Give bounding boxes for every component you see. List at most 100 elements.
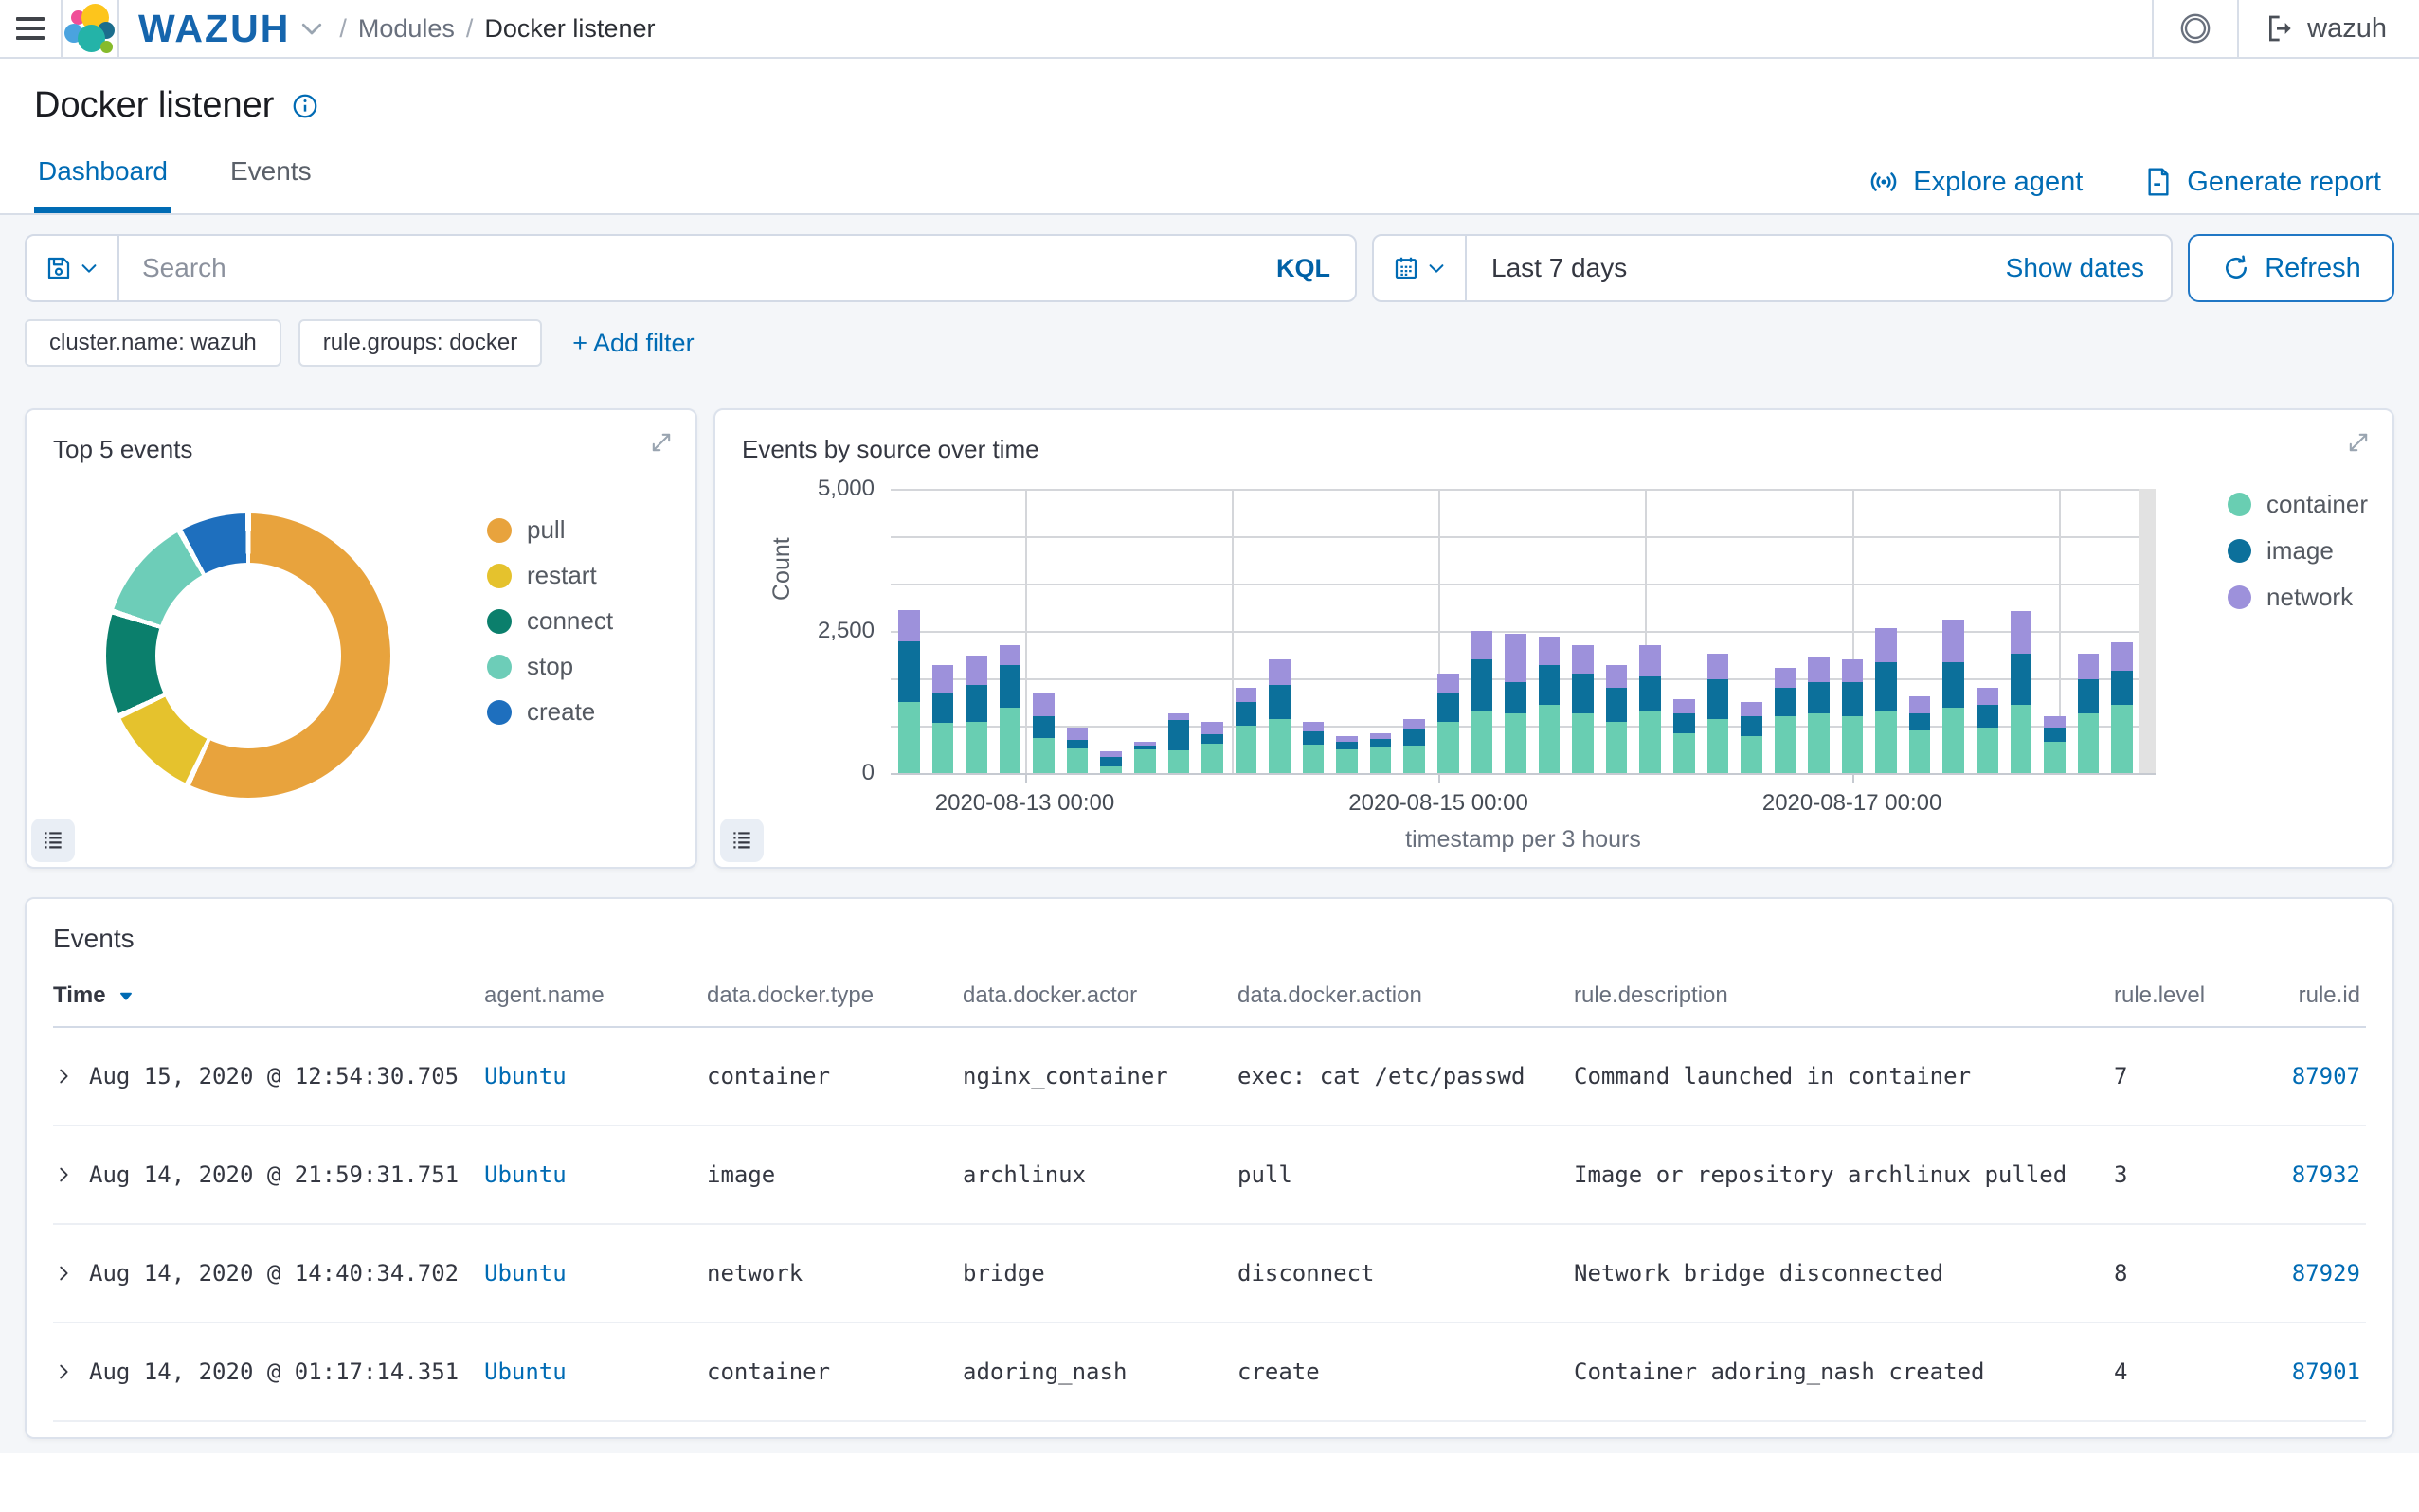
stacked-bar[interactable] <box>2077 489 2100 773</box>
stacked-bar[interactable] <box>1706 489 1729 773</box>
query-language-button[interactable]: KQL <box>1276 253 1330 282</box>
rule-id-link[interactable]: 87901 <box>2291 1359 2360 1385</box>
legend-item[interactable]: container <box>2228 490 2368 519</box>
column-header[interactable]: agent.name <box>484 982 605 1008</box>
explore-agent-button[interactable]: Explore agent <box>1868 166 2083 198</box>
legend-label: image <box>2266 536 2334 565</box>
agent-name-link[interactable]: Ubuntu <box>484 1260 567 1287</box>
expand-row-icon[interactable] <box>53 1263 74 1284</box>
column-header[interactable]: data.docker.actor <box>963 982 1138 1008</box>
stacked-bar[interactable] <box>898 489 920 773</box>
expand-icon[interactable] <box>648 429 675 456</box>
stacked-bar[interactable] <box>1605 489 1628 773</box>
table-row[interactable]: Aug 15, 2020 @ 12:54:30.705 Ubuntu contain… <box>53 1028 2366 1126</box>
stacked-bar[interactable] <box>1808 489 1830 773</box>
expand-row-icon[interactable] <box>53 1164 74 1185</box>
rule-id-link[interactable]: 87932 <box>2291 1161 2360 1188</box>
stacked-bar[interactable] <box>1572 489 1594 773</box>
stacked-bar[interactable] <box>1639 489 1661 773</box>
stacked-bar[interactable] <box>1336 489 1358 773</box>
stacked-bar[interactable] <box>999 489 1021 773</box>
donut-chart[interactable] <box>106 513 390 798</box>
health-status-icon[interactable] <box>2154 9 2237 47</box>
generate-report-button[interactable]: Generate report <box>2143 167 2381 198</box>
column-header[interactable]: data.docker.type <box>707 982 875 1008</box>
agent-name-link[interactable]: Ubuntu <box>484 1359 567 1385</box>
wazuh-brand[interactable]: WAZUH <box>138 7 326 51</box>
panel-top5-events: Top 5 events pull restart connect stop creat… <box>25 408 697 869</box>
stacked-bar[interactable] <box>1672 489 1695 773</box>
breadcrumb-modules[interactable]: Modules <box>357 13 455 43</box>
rule-id-link[interactable]: 87907 <box>2291 1063 2360 1089</box>
search-input[interactable] <box>119 253 1276 283</box>
stacked-bar[interactable] <box>1437 489 1459 773</box>
stacked-bar[interactable] <box>1235 489 1257 773</box>
stacked-bar[interactable] <box>1538 489 1561 773</box>
table-row[interactable]: Aug 14, 2020 @ 14:40:34.702 Ubuntu network… <box>53 1225 2366 1323</box>
date-range-value[interactable]: Last 7 days <box>1491 253 1628 282</box>
rule-id-link[interactable]: 87929 <box>2291 1260 2360 1287</box>
stacked-bar[interactable] <box>1505 489 1526 773</box>
elastic-logo[interactable] <box>63 0 117 58</box>
stacked-bar[interactable] <box>1774 489 1796 773</box>
stacked-bar[interactable] <box>1369 489 1392 773</box>
stacked-bar[interactable] <box>1302 489 1325 773</box>
inspect-icon[interactable] <box>720 819 764 862</box>
column-header[interactable]: rule.description <box>1574 982 1728 1008</box>
stacked-bar[interactable] <box>1942 489 1964 773</box>
stacked-bar[interactable] <box>1066 489 1089 773</box>
filter-pill[interactable]: rule.groups: docker <box>298 319 543 367</box>
tab-dashboard[interactable]: Dashboard <box>34 132 171 213</box>
legend-item[interactable]: pull <box>487 515 613 545</box>
legend-item[interactable]: network <box>2228 583 2368 612</box>
stacked-bar[interactable] <box>2111 489 2133 773</box>
stacked-bar[interactable] <box>1841 489 1864 773</box>
stacked-bar[interactable] <box>1100 489 1122 773</box>
stacked-bar[interactable] <box>2010 489 2032 773</box>
legend-item[interactable]: connect <box>487 606 613 636</box>
filter-pill[interactable]: cluster.name: wazuh <box>25 319 281 367</box>
stacked-bar[interactable] <box>2044 489 2066 773</box>
stacked-bar[interactable] <box>1403 489 1425 773</box>
column-header-time[interactable]: Time <box>53 982 484 1009</box>
agent-name-link[interactable]: Ubuntu <box>484 1161 567 1188</box>
legend-item[interactable]: create <box>487 697 613 727</box>
agent-name-link[interactable]: Ubuntu <box>484 1063 567 1089</box>
refresh-button[interactable]: Refresh <box>2188 234 2394 302</box>
column-header[interactable]: data.docker.action <box>1237 982 1422 1008</box>
column-header[interactable]: rule.id <box>2298 982 2360 1008</box>
expand-icon[interactable] <box>2345 429 2372 456</box>
stacked-bar[interactable] <box>1269 489 1291 773</box>
show-dates-button[interactable]: Show dates <box>2006 253 2171 283</box>
date-quick-select-button[interactable] <box>1374 236 1467 300</box>
menu-icon[interactable] <box>0 0 61 58</box>
stacked-bar[interactable] <box>1471 489 1493 773</box>
expand-row-icon[interactable] <box>53 1066 74 1087</box>
saved-queries-button[interactable] <box>27 236 119 300</box>
legend-item[interactable]: stop <box>487 652 613 681</box>
bar-segment-container <box>1403 746 1425 773</box>
stacked-bar[interactable] <box>931 489 954 773</box>
stacked-bar[interactable] <box>1977 489 1998 773</box>
stacked-bar[interactable] <box>1033 489 1055 773</box>
table-row[interactable]: Aug 14, 2020 @ 21:59:31.751 Ubuntu image ar… <box>53 1126 2366 1225</box>
stacked-bar[interactable] <box>966 489 987 773</box>
column-header[interactable]: rule.level <box>2114 982 2206 1008</box>
logout-button[interactable]: wazuh <box>2239 13 2419 45</box>
stacked-bar[interactable] <box>1741 489 1762 773</box>
bar-segment-network <box>1808 657 1830 682</box>
info-icon[interactable] <box>291 92 319 120</box>
legend-item[interactable]: restart <box>487 561 613 590</box>
stacked-bar[interactable] <box>1133 489 1156 773</box>
bar-segment-container <box>1437 722 1459 773</box>
tab-events[interactable]: Events <box>226 132 316 213</box>
table-row[interactable]: Aug 14, 2020 @ 01:17:14.351 Ubuntu contain… <box>53 1323 2366 1422</box>
add-filter-button[interactable]: + Add filter <box>572 328 695 357</box>
expand-row-icon[interactable] <box>53 1361 74 1382</box>
stacked-bar[interactable] <box>1908 489 1931 773</box>
stacked-bar[interactable] <box>1201 489 1223 773</box>
legend-item[interactable]: image <box>2228 536 2368 566</box>
stacked-bar[interactable] <box>1875 489 1897 773</box>
stacked-bar[interactable] <box>1167 489 1190 773</box>
inspect-icon[interactable] <box>31 819 75 862</box>
